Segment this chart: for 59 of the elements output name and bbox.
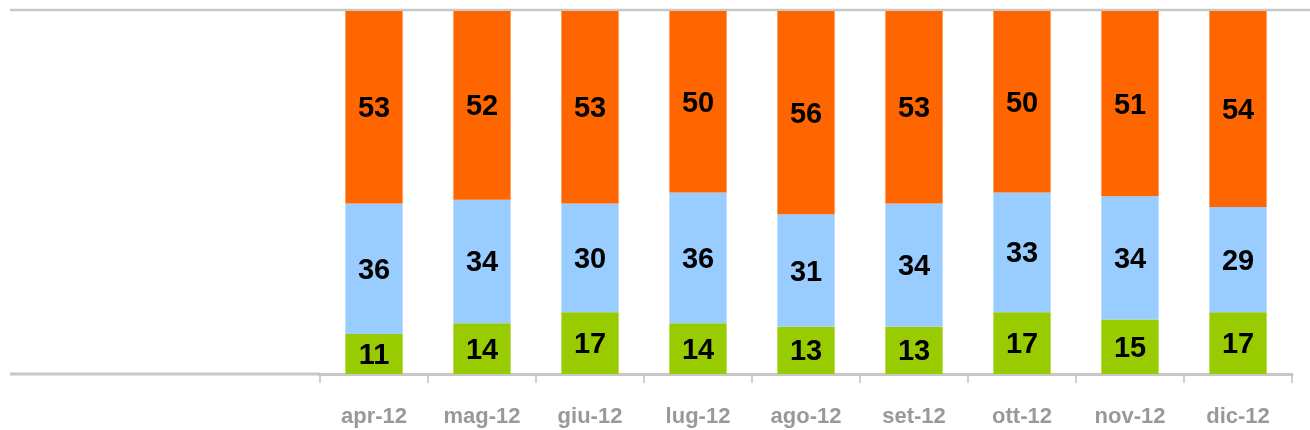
data-label: 34 — [1113, 241, 1147, 274]
bar — [1101, 196, 1159, 320]
data-label: 13 — [789, 334, 823, 367]
data-label: 11 — [358, 338, 390, 371]
data-label: 14 — [681, 332, 715, 365]
data-label: 17 — [1221, 327, 1255, 360]
data-label: 53 — [573, 91, 607, 124]
data-label: 36 — [357, 252, 391, 285]
x-tick-label: mag-12 — [443, 402, 521, 428]
data-label: 53 — [357, 91, 391, 124]
bar — [1209, 11, 1267, 208]
data-label: 29 — [1221, 243, 1255, 276]
bar — [1209, 312, 1267, 374]
bar — [561, 11, 619, 204]
bar — [669, 11, 727, 193]
data-label: 30 — [573, 241, 607, 274]
x-tick-label: set-12 — [882, 402, 946, 428]
bar — [669, 192, 727, 324]
x-tick-label: nov-12 — [1094, 402, 1166, 428]
x-tick-label: apr-12 — [340, 402, 408, 428]
bar — [561, 312, 619, 374]
data-label: 50 — [681, 85, 715, 118]
data-label: 15 — [1113, 330, 1147, 363]
x-tick-label: dic-12 — [1206, 402, 1270, 428]
data-label: 13 — [897, 334, 931, 367]
data-label: 14 — [465, 332, 499, 365]
bar — [993, 11, 1051, 193]
data-label: 56 — [789, 96, 823, 129]
data-label: 17 — [573, 327, 607, 360]
bar — [993, 312, 1051, 374]
bar — [777, 11, 835, 215]
bar — [453, 11, 511, 200]
data-label: 36 — [681, 241, 715, 274]
bar — [885, 203, 943, 327]
bar — [1101, 11, 1159, 197]
data-label: 17 — [1005, 327, 1039, 360]
data-label: 54 — [1221, 93, 1255, 126]
bar — [453, 199, 511, 324]
data-label: 52 — [465, 89, 499, 122]
data-label: 31 — [789, 254, 823, 287]
data-label: 53 — [897, 91, 931, 124]
bar — [1209, 207, 1267, 313]
bar — [345, 203, 403, 335]
x-tick-label: ago-12 — [770, 402, 842, 428]
bar — [453, 323, 511, 374]
bar — [561, 203, 619, 313]
bar — [993, 192, 1051, 313]
data-label: 34 — [897, 249, 931, 282]
data-label: 33 — [1005, 236, 1039, 269]
x-tick-label: giu-12 — [557, 402, 623, 428]
data-label: 34 — [465, 245, 499, 278]
bar — [345, 11, 403, 204]
x-tick-label: lug-12 — [665, 402, 731, 428]
data-label: 50 — [1005, 85, 1039, 118]
data-label: 51 — [1113, 87, 1147, 120]
x-tick-label: ott-12 — [992, 402, 1052, 428]
bar — [669, 323, 727, 374]
bar — [777, 214, 835, 327]
bar — [885, 11, 943, 204]
